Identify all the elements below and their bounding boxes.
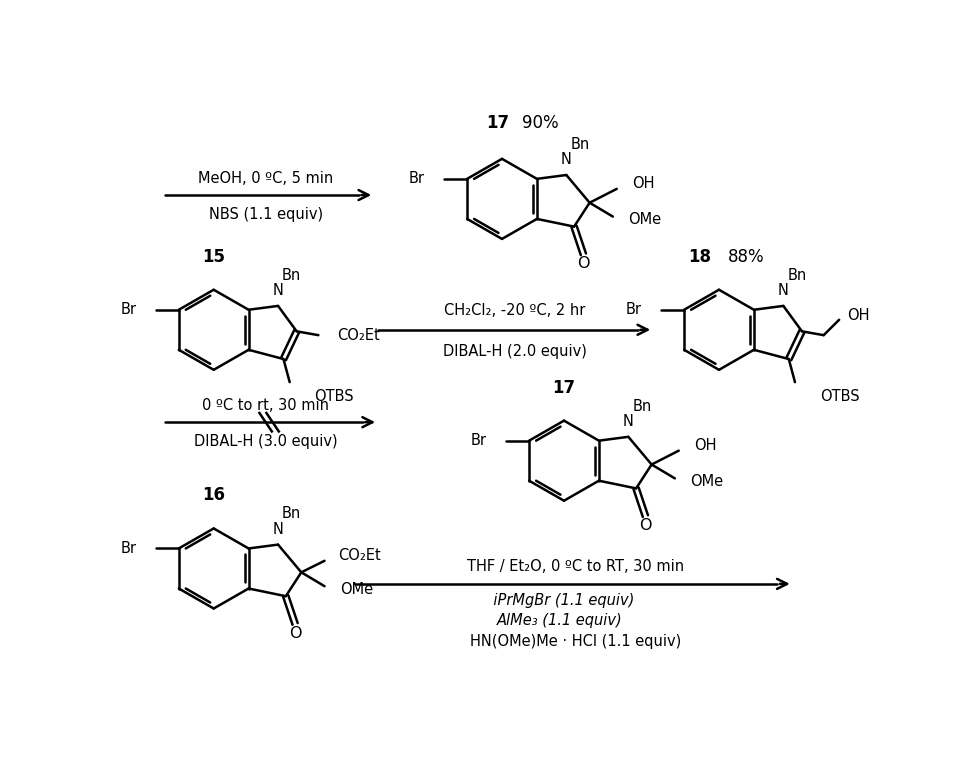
Text: O: O: [639, 518, 651, 533]
Text: OTBS: OTBS: [819, 389, 859, 404]
Text: N: N: [273, 283, 283, 298]
Text: CH₂Cl₂, -20 ºC, 2 hr: CH₂Cl₂, -20 ºC, 2 hr: [444, 303, 585, 318]
Text: Bn: Bn: [281, 268, 301, 282]
Text: NBS (1.1 equiv): NBS (1.1 equiv): [208, 206, 322, 222]
Text: O: O: [576, 256, 589, 271]
Text: Br: Br: [408, 172, 424, 187]
Text: iPrMgBr (1.1 equiv): iPrMgBr (1.1 equiv): [486, 594, 634, 608]
Text: 0 ºC to rt, 30 min: 0 ºC to rt, 30 min: [202, 398, 329, 413]
Text: Br: Br: [470, 433, 486, 448]
Text: Br: Br: [120, 302, 136, 317]
Text: 15: 15: [202, 247, 225, 266]
Text: N: N: [777, 283, 788, 298]
Text: CO₂Et: CO₂Et: [337, 328, 379, 342]
Text: DIBAL-H (3.0 equiv): DIBAL-H (3.0 equiv): [193, 434, 337, 449]
Text: MeOH, 0 ºC, 5 min: MeOH, 0 ºC, 5 min: [197, 171, 333, 186]
Text: CO₂Et: CO₂Et: [338, 548, 381, 563]
Text: Bn: Bn: [570, 137, 589, 152]
Text: O: O: [288, 625, 301, 641]
Text: Br: Br: [625, 302, 641, 317]
Text: OMe: OMe: [627, 213, 660, 227]
Text: OMe: OMe: [340, 581, 373, 597]
Text: Br: Br: [120, 541, 136, 556]
Text: HN(OMe)Me · HCl (1.1 equiv): HN(OMe)Me · HCl (1.1 equiv): [470, 634, 681, 649]
Text: N: N: [622, 414, 633, 429]
Text: OMe: OMe: [690, 474, 723, 489]
Text: 17: 17: [487, 115, 509, 132]
Text: Bn: Bn: [786, 268, 806, 282]
Text: Bn: Bn: [281, 506, 301, 521]
Text: AlMe₃ (1.1 equiv): AlMe₃ (1.1 equiv): [496, 613, 622, 628]
Text: N: N: [561, 152, 572, 167]
Text: 90%: 90%: [522, 115, 559, 132]
Text: DIBAL-H (2.0 equiv): DIBAL-H (2.0 equiv): [443, 344, 586, 359]
Text: 17: 17: [552, 379, 575, 396]
Text: 18: 18: [688, 247, 710, 266]
Text: 16: 16: [202, 487, 225, 504]
Text: N: N: [273, 521, 283, 537]
Text: THF / Et₂O, 0 ºC to RT, 30 min: THF / Et₂O, 0 ºC to RT, 30 min: [467, 559, 684, 575]
Text: OH: OH: [846, 308, 869, 323]
Text: OH: OH: [694, 438, 716, 453]
Text: OTBS: OTBS: [315, 389, 354, 404]
Text: 88%: 88%: [727, 247, 764, 266]
Text: Bn: Bn: [631, 398, 651, 414]
Text: OH: OH: [631, 176, 654, 191]
